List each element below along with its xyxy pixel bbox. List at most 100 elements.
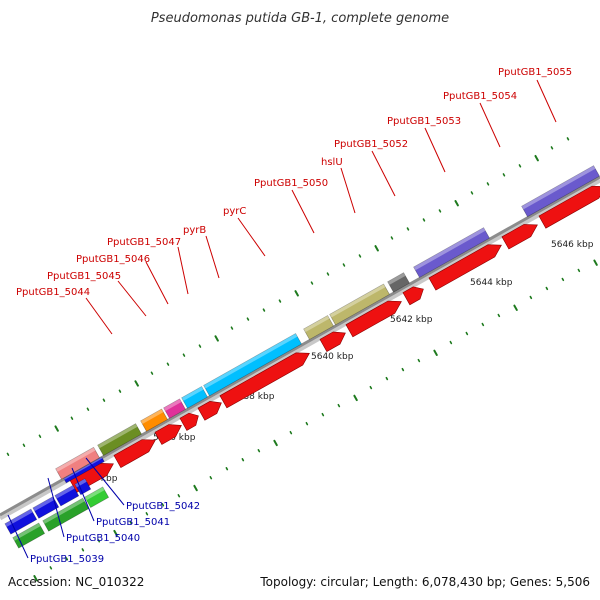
- tick-mark: [86, 407, 90, 411]
- tick-mark: [134, 380, 139, 387]
- tick-mark: [241, 458, 245, 462]
- tick-mark: [225, 467, 229, 471]
- gene-label-hslU: hslU: [321, 157, 343, 168]
- gene-box-PputGB1_5041-c: [74, 478, 92, 496]
- leader-line-pyrC: [237, 217, 266, 257]
- tick-mark: [102, 398, 106, 402]
- tick-mark: [545, 286, 549, 291]
- tick-mark: [417, 358, 421, 363]
- leader-line-PputGB1_5045: [117, 280, 147, 317]
- tick-mark: [502, 173, 506, 177]
- scale-label: 5646 kbp: [551, 240, 594, 250]
- tick-mark: [70, 416, 74, 420]
- tick-mark: [289, 430, 293, 435]
- tick-mark: [577, 268, 581, 273]
- tick-mark: [294, 290, 299, 297]
- tick-mark: [449, 340, 453, 345]
- gene-box-PputGB1_5052: [387, 272, 410, 293]
- tick-mark: [81, 548, 85, 552]
- tick-mark: [529, 295, 533, 300]
- cds-arrow: [538, 185, 600, 229]
- tick-mark: [97, 539, 101, 543]
- gene-box-PputGB1_5046: [140, 408, 168, 432]
- cds-arrow: [179, 412, 199, 431]
- gene-box-PputGB1_5055-highlight: [521, 165, 596, 210]
- tick-mark: [465, 331, 469, 336]
- gene-label-PputGB1_5046: PputGB1_5046: [76, 254, 150, 265]
- tick-mark: [278, 299, 282, 303]
- gene-label-PputGB1_5040: PputGB1_5040: [66, 533, 140, 544]
- tick-mark: [550, 146, 554, 150]
- tick-mark: [305, 421, 309, 426]
- tick-mark: [433, 349, 438, 357]
- gene-box-PputGB1_5039: [4, 508, 38, 535]
- tick-mark: [118, 389, 122, 393]
- tick-mark: [166, 362, 170, 366]
- leader-line-pyrB: [205, 235, 220, 279]
- gene-box-pyrC-highlight: [203, 333, 298, 389]
- tick-mark: [470, 191, 474, 195]
- gene-box-pyrB: [181, 386, 208, 409]
- tick-mark: [353, 394, 358, 402]
- gene-box-PputGB1_5045-blue: [63, 456, 105, 484]
- gene-box-PputGB1_5040-b-highlight: [42, 498, 85, 524]
- tick-mark: [513, 304, 518, 311]
- tick-mark: [337, 403, 341, 408]
- tick-mark: [257, 449, 261, 453]
- leader-line-PputGB1_5042: [85, 457, 125, 506]
- cds-arrow: [345, 300, 402, 338]
- cds-arrow: [402, 286, 424, 306]
- tick-mark: [454, 200, 459, 207]
- tick-mark: [177, 494, 181, 498]
- leader-line-PputGB1_5044: [85, 297, 113, 335]
- tick-mark: [385, 376, 389, 381]
- gene-box-PputGB1_5041-b-highlight: [54, 485, 75, 499]
- gene-box-PputGB1_5044-highlight: [97, 423, 138, 449]
- tick-mark: [230, 326, 234, 330]
- gene-box-PputGB1_5041-c-highlight: [74, 478, 87, 488]
- tick-mark: [273, 439, 278, 447]
- cds-arrow: [219, 352, 310, 409]
- tick-mark: [481, 322, 485, 327]
- tick-mark: [38, 434, 42, 438]
- tick-mark: [33, 574, 38, 582]
- tick-mark: [310, 281, 314, 285]
- gene-label-pyrB: pyrB: [183, 225, 206, 236]
- gene-label-PputGB1_5045: PputGB1_5045: [47, 271, 121, 282]
- gene-box-pyrB-highlight: [181, 386, 204, 401]
- leader-line-PputGB1_5041: [71, 467, 95, 522]
- tick-mark: [390, 236, 394, 240]
- tick-mark: [145, 512, 149, 516]
- tick-mark: [566, 137, 570, 141]
- tick-mark: [438, 209, 442, 213]
- scale-label: 5642 kbp: [390, 315, 433, 325]
- cds-arrow: [113, 439, 156, 468]
- leader-line-PputGB1_5047: [177, 246, 189, 295]
- gene-label-pyrC: pyrC: [223, 206, 246, 217]
- cds-track: [69, 185, 600, 493]
- tick-mark: [113, 529, 118, 537]
- leader-line-PputGB1_5046: [145, 261, 169, 305]
- leader-line-PputGB1_5055: [536, 79, 557, 123]
- tick-mark: [561, 277, 565, 282]
- tick-mark: [6, 452, 10, 456]
- gene-box-PputGB1_5045-highlight: [55, 447, 96, 472]
- tick-mark: [369, 385, 373, 390]
- tick-mark: [65, 557, 69, 561]
- leader-line-PputGB1_5054: [479, 102, 501, 148]
- leader-line-PputGB1_5052: [371, 150, 396, 197]
- cds-arrow: [428, 244, 502, 291]
- gene-box-hslU: [329, 283, 390, 326]
- tick-mark: [161, 503, 165, 507]
- tick-marks: [6, 137, 598, 582]
- gene-box-PputGB1_5042-highlight: [84, 486, 105, 501]
- gene-track: [4, 165, 600, 549]
- cds-arrow: [501, 224, 538, 250]
- gene-label-PputGB1_5044: PputGB1_5044: [16, 287, 90, 298]
- tick-mark: [49, 566, 53, 570]
- gene-box-hslU-highlight: [329, 283, 386, 318]
- gene-box-PputGB1_5046-highlight: [140, 409, 164, 425]
- gene-label-PputGB1_5055: PputGB1_5055: [498, 67, 572, 78]
- tick-mark: [193, 484, 198, 492]
